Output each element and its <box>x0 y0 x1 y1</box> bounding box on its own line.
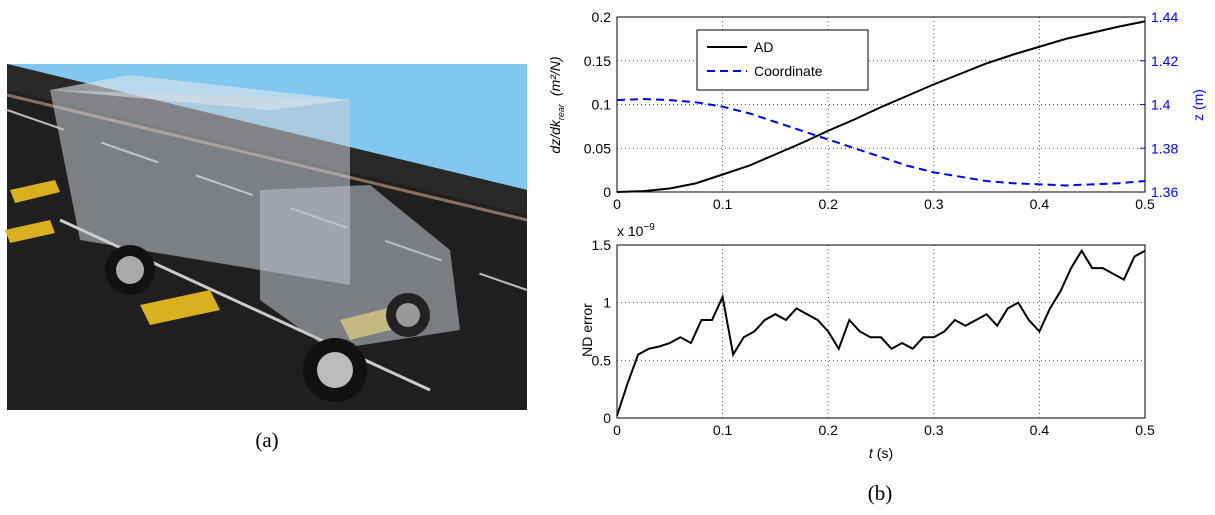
simulation-image <box>5 64 528 410</box>
multiplier-exp: −9 <box>643 222 655 233</box>
multiplier-base: x 10 <box>617 223 644 239</box>
x-tick-label: 0.3 <box>924 196 944 212</box>
x-tick-label: 0.4 <box>1030 196 1050 212</box>
legend-label: Coordinate <box>754 63 823 79</box>
x-tick-label: 0.5 <box>1135 422 1155 438</box>
caption: (b) <box>868 481 893 505</box>
legend-box <box>696 29 869 91</box>
x-tick-label: 0 <box>613 196 621 212</box>
y-tick-label: 1.5 <box>592 237 612 253</box>
y-tick-label: 0 <box>603 184 611 200</box>
x-tick-label: 0.3 <box>924 422 944 438</box>
y2-tick-label: 1.36 <box>1151 184 1178 200</box>
y-label-unit: (m²/N) <box>547 56 563 96</box>
x-tick-label: 0 <box>613 422 621 438</box>
x-axis-label: t (s) <box>869 445 893 461</box>
plot-frame <box>616 244 1146 419</box>
data-line <box>616 248 1146 417</box>
y-axis-label: ND error <box>579 303 595 357</box>
caption: (a) <box>255 428 278 452</box>
y2-tick-label: 1.4 <box>1151 97 1171 113</box>
y-tick-label: 0.1 <box>592 97 612 113</box>
x-label-var: t <box>869 445 874 461</box>
y-tick-label: 0.5 <box>592 352 612 368</box>
data-line <box>616 20 1146 193</box>
x-tick-label: 0.5 <box>1135 196 1155 212</box>
plot-frame <box>616 16 1146 193</box>
x-tick-label: 0.1 <box>713 422 733 438</box>
x-tick-label: 0.2 <box>818 196 838 212</box>
data-line <box>616 98 1146 187</box>
y-tick-label: 0.2 <box>592 9 612 25</box>
y-tick-label: 0.05 <box>584 140 611 156</box>
y2-tick-label: 1.44 <box>1151 9 1178 25</box>
y-tick-label: 0.15 <box>584 53 611 69</box>
y-label-var: dz/dk <box>547 119 563 153</box>
legend-label: AD <box>754 39 773 55</box>
y-label-sub: rear <box>556 103 566 120</box>
x-tick-label: 0.1 <box>713 196 733 212</box>
y2-tick-label: 1.42 <box>1151 53 1178 69</box>
x-tick-label: 0.4 <box>1030 422 1050 438</box>
y2-axis-label: z (m) <box>1190 89 1206 121</box>
x-tick-label: 0.2 <box>818 422 838 438</box>
y-tick-label: 1 <box>603 295 611 311</box>
x-label-unit: (s) <box>877 445 893 461</box>
y2-tick-label: 1.38 <box>1151 140 1178 156</box>
multiplier: x 10−9 <box>617 222 655 239</box>
y-tick-label: 0 <box>603 410 611 426</box>
y-axis-label: dz/dkrear (m²/N) <box>547 56 566 153</box>
